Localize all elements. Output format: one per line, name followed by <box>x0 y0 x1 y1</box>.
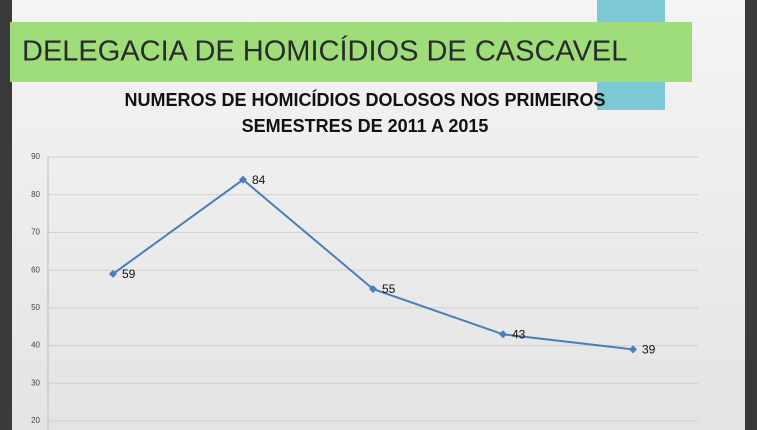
y-tick-label: 90 <box>31 152 40 161</box>
marker <box>109 269 117 278</box>
data-label: 84 <box>252 173 266 187</box>
y-tick-label: 60 <box>31 265 40 274</box>
y-tick-label: 20 <box>31 416 40 425</box>
marker <box>629 345 637 354</box>
data-label: 39 <box>642 343 656 357</box>
y-tick-label: 50 <box>31 303 40 312</box>
y-tick-label: 80 <box>31 190 40 199</box>
marker <box>499 330 507 339</box>
y-tick-label: 40 <box>31 341 40 350</box>
y-tick-label: 30 <box>31 378 40 387</box>
plot: 20 30 40 50 60 70 80 90 59 84 55 43 39 <box>31 152 698 430</box>
marker <box>239 175 247 184</box>
data-label: 55 <box>382 282 396 296</box>
y-tick-label: 70 <box>31 228 40 237</box>
title-banner <box>10 22 692 82</box>
data-label: 43 <box>512 327 526 341</box>
data-label: 59 <box>122 267 136 281</box>
chart-title: SEMESTRES DE 2011 A 2015 <box>242 116 489 136</box>
chart-title: NUMEROS DE HOMICÍDIOS DOLOSOS NOS PRIMEI… <box>124 89 605 110</box>
slide-title: DELEGACIA DE HOMICÍDIOS DE CASCAVEL <box>22 35 627 68</box>
marker <box>369 285 377 293</box>
